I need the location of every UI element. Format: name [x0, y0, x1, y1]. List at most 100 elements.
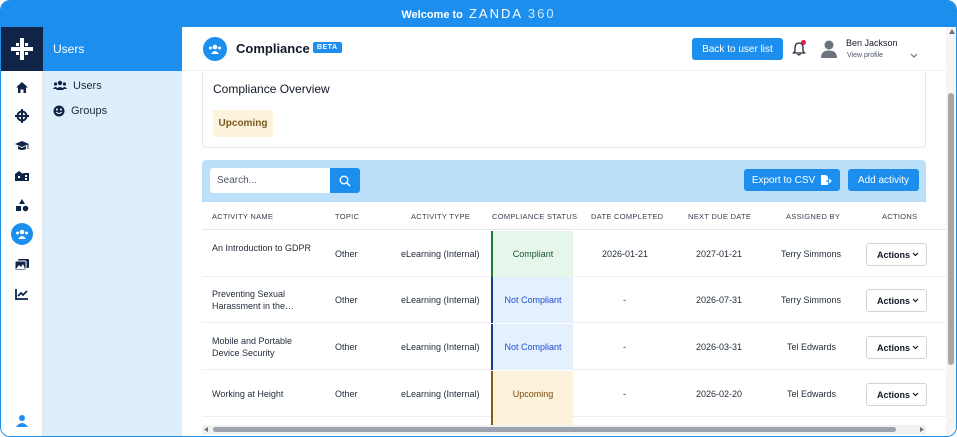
table-header: ACTIVITY NAME TOPIC ACTIVITY TYPE COMPLI…	[202, 202, 946, 230]
rail-locations[interactable]	[1, 164, 43, 186]
add-activity-button[interactable]: Add activity	[848, 169, 919, 191]
topic: Other	[335, 249, 358, 259]
overview-title: Compliance Overview	[213, 82, 330, 96]
next-due-date: 2026-02-20	[696, 389, 743, 399]
assigned-by: Terry Simmons	[781, 249, 842, 259]
rail-home[interactable]	[1, 76, 43, 98]
compliance-overview-card: Compliance Overview Upcoming	[202, 72, 926, 148]
topic: Other	[335, 295, 358, 305]
rail-users[interactable]	[1, 223, 43, 245]
row-actions-button[interactable]: Actions	[866, 243, 927, 266]
welcome-bar: Welcome to ZANDA 360	[1, 1, 956, 27]
col-date-completed[interactable]: DATE COMPLETED	[591, 212, 664, 221]
date-completed: -	[623, 389, 626, 399]
user-menu-toggle[interactable]	[910, 45, 918, 63]
col-compliance-status[interactable]: COMPLIANCE STATUS	[492, 212, 578, 221]
compliance-header-icon	[203, 37, 227, 61]
table-row: Mobile and Portable Device Security Othe…	[202, 324, 946, 370]
scroll-up-icon[interactable]	[949, 29, 955, 34]
activity-type: eLearning (Internal)	[401, 295, 480, 305]
page-title: Compliance	[236, 41, 310, 56]
subnav-item-users[interactable]: Users	[43, 73, 182, 98]
chevron-down-icon	[912, 252, 919, 257]
activity-type: eLearning (Internal)	[401, 249, 480, 259]
vertical-scroll-thumb[interactable]	[948, 93, 954, 365]
topic: Other	[335, 389, 358, 399]
status-badge: Upcoming	[491, 371, 573, 417]
search-input[interactable]	[210, 168, 331, 193]
row-actions-button[interactable]: Actions	[866, 289, 927, 312]
page-header: Compliance BETA Back to user list Ben Ja…	[182, 27, 946, 71]
chart-line-icon	[15, 289, 28, 300]
activity-name[interactable]: Mobile and Portable Device Security	[212, 336, 293, 358]
activity-name[interactable]: Working at Height	[212, 389, 284, 399]
activity-name[interactable]: Preventing Sexual Harassment in the…	[212, 289, 295, 311]
chevron-down-icon	[910, 53, 918, 58]
table-row: Working at Height Other eLearning (Inter…	[202, 371, 946, 417]
date-completed: -	[623, 295, 626, 305]
next-due-date: 2026-03-31	[696, 342, 743, 352]
vertical-scrollbar[interactable]	[946, 27, 956, 436]
col-topic[interactable]: TOPIC	[335, 212, 360, 221]
search-button[interactable]	[330, 168, 360, 193]
chevron-down-icon	[912, 345, 919, 350]
activity-type: eLearning (Internal)	[401, 342, 480, 352]
next-due-date: 2027-01-21	[696, 249, 743, 259]
rail-training[interactable]	[1, 135, 43, 157]
status-badge: Not Compliant	[491, 277, 573, 323]
welcome-text: Welcome to	[401, 9, 463, 21]
table-toolbar: Export to CSV Add activity	[202, 160, 926, 202]
user-avatar-icon	[821, 40, 837, 58]
col-actions: ACTIONS	[882, 212, 918, 221]
avatar[interactable]	[820, 39, 838, 64]
export-csv-button[interactable]: Export to CSV	[744, 169, 840, 191]
chevron-down-icon	[912, 392, 919, 397]
chevron-down-icon	[912, 298, 919, 303]
rail-goals[interactable]	[1, 105, 43, 127]
assigned-by: Tel Edwards	[787, 342, 837, 352]
rail-media[interactable]	[1, 253, 43, 275]
status-badge: Not Compliant	[491, 324, 573, 370]
file-export-icon	[821, 175, 833, 185]
beta-badge: BETA	[313, 42, 342, 53]
status-badge-partial	[491, 417, 573, 425]
subnav-item-groups[interactable]: Groups	[43, 98, 182, 123]
building-icon	[15, 170, 29, 181]
main-content: Compliance BETA Back to user list Ben Ja…	[182, 27, 946, 436]
rail-profile[interactable]	[1, 409, 43, 431]
home-icon	[16, 81, 28, 93]
user-name[interactable]: Ben Jackson	[846, 38, 898, 48]
users-icon	[53, 80, 67, 90]
shapes-icon	[16, 198, 29, 211]
row-actions-button[interactable]: Actions	[866, 336, 927, 359]
horizontal-scroll-thumb[interactable]	[213, 427, 896, 432]
assigned-by: Tel Edwards	[787, 389, 837, 399]
activity-name[interactable]: An Introduction to GDPR	[212, 243, 312, 253]
row-actions-button[interactable]: Actions	[866, 383, 927, 406]
rail-reports[interactable]	[1, 283, 43, 305]
scroll-right-icon[interactable]	[919, 427, 924, 432]
brand-logo-text: ZANDA 360	[468, 6, 556, 21]
app-logo[interactable]	[1, 27, 43, 71]
graduation-cap-icon	[15, 141, 29, 150]
status-badge: Compliant	[491, 231, 573, 277]
users-circle-icon	[209, 44, 221, 54]
col-assigned-by[interactable]: ASSIGNED BY	[786, 212, 841, 221]
date-completed: -	[623, 342, 626, 352]
back-to-user-list-button[interactable]: Back to user list	[692, 38, 783, 60]
horizontal-scrollbar[interactable]	[202, 425, 926, 434]
view-profile-link[interactable]: View profile	[847, 52, 884, 59]
icon-rail	[1, 27, 43, 436]
activity-type: eLearning (Internal)	[401, 389, 480, 399]
overview-upcoming-pill[interactable]: Upcoming	[213, 110, 273, 137]
notifications-button[interactable]	[792, 40, 806, 61]
col-activity-name[interactable]: ACTIVITY NAME	[212, 212, 274, 221]
topic: Other	[335, 342, 358, 352]
table-row: An Introduction to GDPR Other eLearning …	[202, 231, 946, 277]
user-icon	[16, 414, 28, 427]
rail-resources[interactable]	[1, 194, 43, 216]
col-next-due-date[interactable]: NEXT DUE DATE	[688, 212, 752, 221]
col-activity-type[interactable]: ACTIVITY TYPE	[411, 212, 471, 221]
scroll-left-icon[interactable]	[204, 427, 209, 432]
